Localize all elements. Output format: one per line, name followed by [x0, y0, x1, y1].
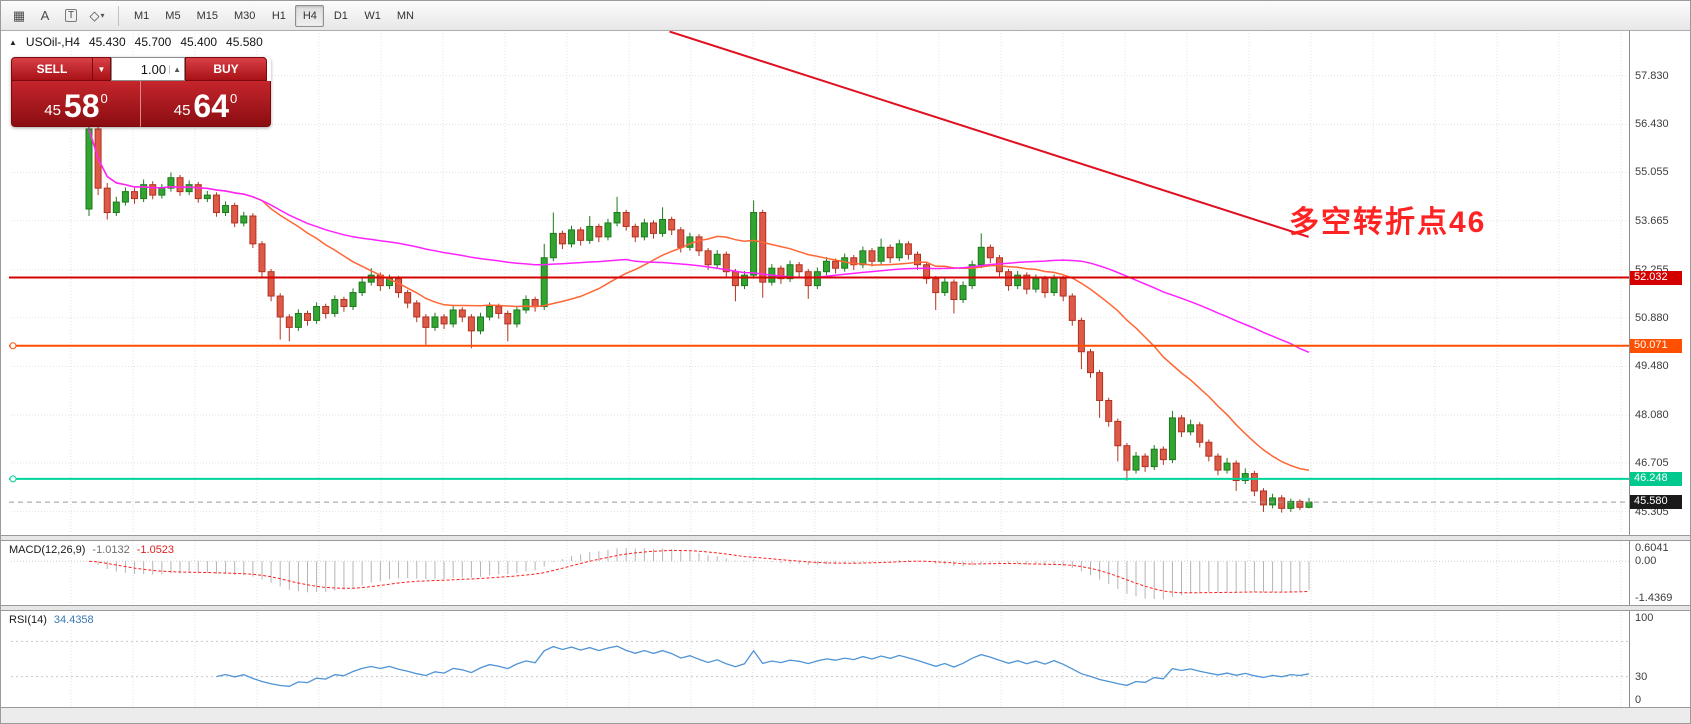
- buy-price-big: 64: [193, 88, 230, 124]
- objects-icon[interactable]: ◇ ▾: [89, 7, 105, 23]
- buy-button[interactable]: BUY: [185, 57, 267, 81]
- ohlc-low: 45.400: [180, 35, 218, 49]
- panel-divider[interactable]: [1, 605, 1690, 611]
- toolbar-separator: [118, 5, 119, 26]
- timeframe-mn[interactable]: MN: [390, 5, 421, 27]
- volume-input[interactable]: 1.00 ▲: [111, 57, 185, 81]
- timeframe-m1[interactable]: M1: [127, 5, 156, 27]
- ohlc-close: 45.580: [226, 35, 263, 49]
- trade-options-dropdown[interactable]: ▼: [93, 57, 111, 81]
- sell-price-small: 45: [44, 102, 61, 119]
- rsi-header: RSI(14) 34.4358: [9, 614, 94, 626]
- timeframe-m5[interactable]: M5: [158, 5, 187, 27]
- sell-price-display[interactable]: 45 58 0: [11, 81, 141, 127]
- trade-prices-row: 45 58 0 45 64 0: [11, 81, 271, 127]
- panel-divider[interactable]: [1, 535, 1690, 541]
- macd-panel: MACD(12,26,9) -1.0132 -1.0523 0.6041 0.00…: [1, 541, 1691, 605]
- symbol-marker-icon: ▲: [9, 37, 17, 47]
- trade-buttons-row: SELL ▼ 1.00 ▲ BUY: [11, 57, 271, 81]
- price-chart-canvas[interactable]: [1, 31, 1691, 535]
- one-click-trading-panel: SELL ▼ 1.00 ▲ BUY 45 58 0 45 64 0: [11, 57, 271, 127]
- text-label-icon[interactable]: A: [40, 8, 50, 23]
- timeframe-m30[interactable]: M30: [227, 5, 262, 27]
- chevron-down-icon: ▼: [97, 64, 106, 74]
- volume-spinner-up-icon[interactable]: ▲: [169, 64, 181, 74]
- buy-price-display[interactable]: 45 64 0: [141, 81, 271, 127]
- timeframe-d1[interactable]: D1: [326, 5, 355, 27]
- buy-price-sup: 0: [230, 91, 238, 106]
- rsi-canvas[interactable]: [1, 611, 1691, 707]
- rsi-value: 34.4358: [53, 614, 94, 626]
- toolbar-tools: ▦ A T ◇ ▾: [7, 5, 111, 27]
- macd-label: MACD(12,26,9): [9, 544, 86, 556]
- chart-annotation-text: 多空转折点46: [1289, 206, 1487, 239]
- timeframe-toolbar: M1 M5 M15 M30 H1 H4 D1 W1 MN: [126, 4, 422, 27]
- main-chart-panel: ▲ USOil-,H4 45.430 45.700 45.400 45.580 …: [1, 31, 1691, 535]
- toolbar: ▦ A T ◇ ▾ M1 M5 M15 M30 H1 H4 D1 W1 MN: [1, 1, 1690, 31]
- rsi-label: RSI(14): [9, 614, 47, 626]
- timeframe-h4[interactable]: H4: [295, 4, 325, 27]
- symbol-title: USOil-,H4: [25, 35, 80, 49]
- buy-price-small: 45: [173, 102, 191, 119]
- chart-header: ▲ USOil-,H4 45.430 45.700 45.400 45.580: [9, 35, 263, 49]
- rsi-panel: RSI(14) 34.4358 100 30 0: [1, 611, 1691, 707]
- sell-price-big: 58: [63, 88, 100, 124]
- macd-main-value: -1.0132: [92, 544, 130, 556]
- ohlc-open: 45.430: [88, 35, 126, 49]
- timeframe-w1[interactable]: W1: [357, 5, 388, 27]
- ohlc-high: 45.700: [134, 35, 172, 49]
- timeframe-h1[interactable]: H1: [264, 5, 293, 27]
- macd-signal-value: -1.0523: [136, 544, 175, 556]
- bottom-scroll-strip[interactable]: [1, 707, 1690, 723]
- sell-price-sup: 0: [100, 91, 108, 106]
- macd-header: MACD(12,26,9) -1.0132 -1.0523: [9, 544, 174, 556]
- text-frame-icon[interactable]: T: [59, 5, 83, 27]
- volume-value[interactable]: 1.00: [140, 61, 167, 77]
- grid-icon[interactable]: ▦: [12, 7, 26, 23]
- macd-canvas[interactable]: [1, 541, 1691, 605]
- timeframe-m15[interactable]: M15: [190, 5, 225, 27]
- sell-button[interactable]: SELL: [11, 57, 93, 81]
